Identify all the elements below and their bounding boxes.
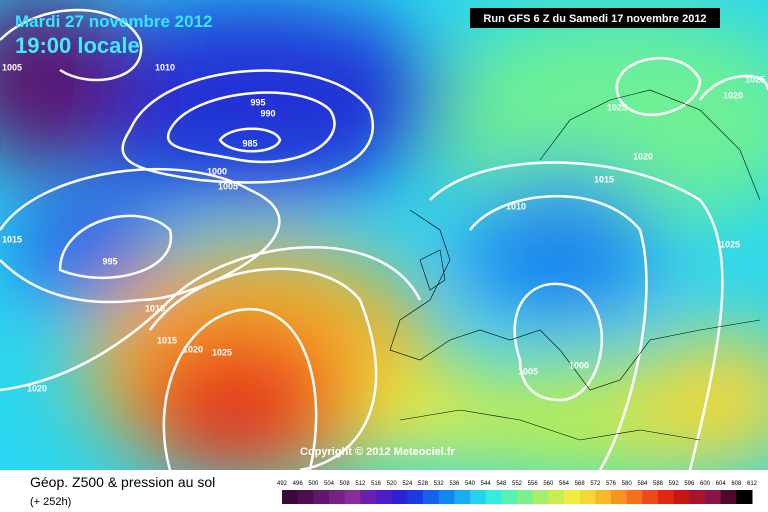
color-swatch [579,490,596,504]
isobar-label: 1010 [506,201,526,211]
forecast-date: Mardi 27 novembre 2012 [15,12,212,31]
isobar-label: 1010 [145,303,165,313]
isobar-label: 1020 [633,151,653,161]
color-swatch [548,490,565,504]
color-swatch [360,490,377,504]
legend-title: Géop. Z500 & pression au sol [30,474,215,490]
colorbar-tick-label: 572 [590,481,601,487]
colorbar-tick-label: 608 [731,481,742,487]
color-swatch [611,490,628,504]
isobar-label: 995 [250,97,265,107]
isobar-labels: 1005 101099599098510001005101599510101015… [2,62,765,393]
colorbar-tick-label: 524 [402,481,413,487]
lead-time: (+ 252h) [30,496,71,508]
colorbar-tick-label: 540 [465,481,476,487]
color-swatch [626,490,643,504]
color-swatch [376,490,393,504]
isobar-label: 1025 [745,74,765,84]
color-swatch [313,490,330,504]
isobar-label: 1000 [569,360,589,370]
colorbar-tick-label: 520 [387,481,398,487]
isobar-label: 1015 [2,234,22,244]
colorbar-tick-label: 596 [684,481,695,487]
colorbar-tick-label: 532 [434,481,445,487]
color-swatch [329,490,346,504]
color-swatch [423,490,440,504]
color-swatch [736,490,753,504]
color-swatch [454,490,471,504]
color-swatch [564,490,581,504]
colorbar-tick-label: 552 [512,481,523,487]
coastlines [389,89,761,441]
color-swatch [532,490,549,504]
colorbar-tick-label: 580 [622,481,633,487]
isobar-label: 1020 [183,344,203,354]
isobar-label: 1000 [207,166,227,176]
colorbar: 492 496 500 504 508 512 516 520 524 528 532 536 540 5… [277,481,758,504]
color-swatch [720,490,737,504]
colorbar-tick-label: 508 [340,481,351,487]
colorbar-tick-label: 536 [449,481,460,487]
colorbar-tick-label: 504 [324,481,335,487]
colorbar-tick-label: 592 [669,481,680,487]
colorbar-tick-label: 500 [308,481,319,487]
copyright: Copyright © 2012 Meteociel.fr [300,446,456,458]
color-swatch [282,490,299,504]
colorbar-tick-label: 492 [277,481,288,487]
isobar-label: 1025 [720,239,740,249]
isobar-label: 1025 [212,347,232,357]
color-swatch [658,490,675,504]
color-swatch [438,490,455,504]
isobar-label: 1025 [607,102,627,112]
colorbar-tick-label: 560 [543,481,554,487]
colorbar-tick-label: 556 [528,481,539,487]
isobar-label: 1010 [155,62,175,72]
colorbar-tick-label: 528 [418,481,429,487]
color-swatch [595,490,612,504]
colorbar-tick-label: 612 [747,481,758,487]
isobar-label: 1005 [518,366,538,376]
color-swatch [689,490,706,504]
color-swatch [485,490,502,504]
isobar-label: 985 [242,138,257,148]
isobar-label: 1015 [594,174,614,184]
colorbar-tick-label: 588 [653,481,664,487]
colorbar-tick-label: 604 [716,481,727,487]
colorbar-tick-label: 576 [606,481,617,487]
run-box [470,8,720,28]
color-swatch [705,490,722,504]
colorbar-tick-label: 548 [496,481,507,487]
isobar-label: 995 [102,256,117,266]
isobar-label: 1020 [723,90,743,100]
isobars [0,8,768,470]
colorbar-tick-label: 544 [481,481,492,487]
isobar-label: 990 [260,108,275,118]
isobar-label: 1015 [157,335,177,345]
colorbar-tick-label: 568 [575,481,586,487]
run-info: Run GFS 6 Z du Samedi 17 novembre 2012 [483,13,706,25]
color-swatch [642,490,659,504]
color-swatch [673,490,690,504]
isobar-label: 1020 [27,383,47,393]
color-swatch [501,490,518,504]
color-swatch [517,490,534,504]
color-swatch [344,490,361,504]
colorbar-tick-label: 516 [371,481,382,487]
colorbar-tick-label: 600 [700,481,711,487]
isobar-label: 1005 [2,62,22,72]
color-swatch [297,490,314,504]
colorbar-tick-label: 512 [355,481,366,487]
isobar-label: 1005 [218,181,238,191]
forecast-time: 19:00 locale [15,33,140,58]
color-swatch [407,490,424,504]
colorbar-tick-label: 584 [637,481,648,487]
colorbar-tick-label: 496 [293,481,304,487]
colorbar-tick-label: 564 [559,481,570,487]
map: Run GFS 6 Z du Samedi 17 novembre 2012 M… [0,0,768,470]
color-swatch [391,490,408,504]
color-swatch [470,490,487,504]
